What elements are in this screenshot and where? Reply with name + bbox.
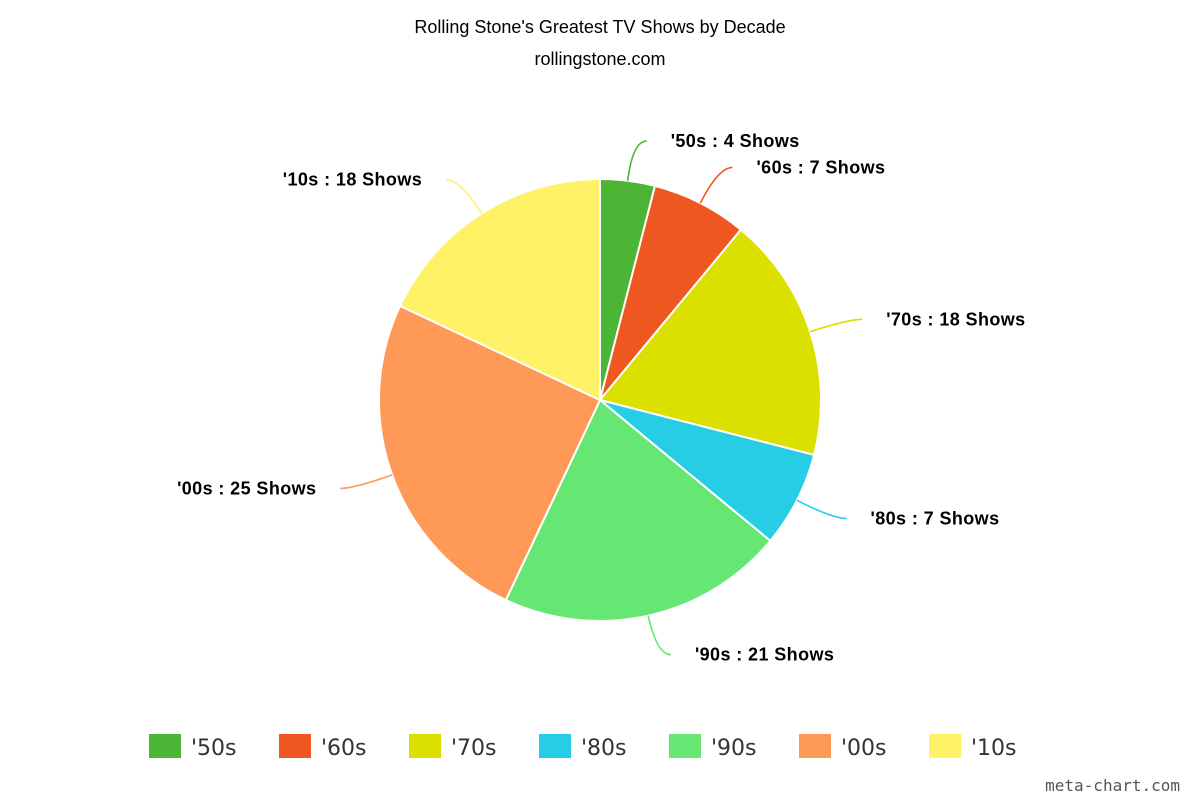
legend-item-50s: '50s: [149, 734, 237, 761]
data-label-10s: '10s : 18 Shows: [283, 170, 422, 190]
pie-slice-70s: [598, 228, 822, 457]
data-label-00s: '00s : 25 Shows: [177, 478, 316, 498]
legend-swatch-60s: [279, 734, 311, 758]
legend-swatch-00s: [799, 734, 831, 758]
pie-slice-10s: [398, 177, 601, 402]
legend-swatch-70s: [409, 734, 441, 758]
data-label-50s: '50s : 4 Shows: [671, 131, 800, 151]
legend-item-90s: '90s: [669, 734, 757, 761]
chart-title: Rolling Stone's Greatest TV Shows by Dec…: [414, 17, 785, 37]
pie-slices: [377, 177, 822, 623]
legend: '50s '60s '70s '80s '90s '00s '10s: [149, 734, 1017, 761]
legend-label-90s: '90s: [711, 736, 757, 761]
data-label-90s: '90s : 21 Shows: [695, 645, 834, 665]
data-label-80s: '80s : 7 Shows: [871, 508, 1000, 528]
legend-label-50s: '50s: [191, 736, 237, 761]
chart-subtitle: rollingstone.com: [534, 49, 665, 69]
legend-item-70s: '70s: [409, 734, 497, 761]
leader-line-00s: [340, 474, 393, 490]
pie-slice-00s: [377, 304, 602, 602]
leader-line-60s: [699, 166, 733, 204]
legend-swatch-80s: [539, 734, 571, 758]
data-labels: '50s : 4 Shows '60s : 7 Shows '70s : 18 Sh…: [177, 131, 1025, 665]
legend-swatch-90s: [669, 734, 701, 758]
legend-item-00s: '00s: [799, 734, 887, 761]
legend-label-10s: '10s: [971, 736, 1017, 761]
legend-label-80s: '80s: [581, 736, 627, 761]
legend-item-10s: '10s: [929, 734, 1017, 761]
legend-item-60s: '60s: [279, 734, 367, 761]
pie-slice-90s: [504, 398, 772, 623]
label-leader-lines: [340, 140, 863, 656]
leader-line-80s: [796, 499, 847, 520]
leader-line-10s: [446, 178, 483, 214]
credit-text: meta-chart.com: [1045, 776, 1180, 795]
leader-line-50s: [626, 140, 647, 181]
legend-swatch-10s: [929, 734, 961, 758]
legend-item-80s: '80s: [539, 734, 627, 761]
legend-label-00s: '00s: [841, 736, 887, 761]
data-label-70s: '70s : 18 Shows: [886, 309, 1025, 329]
legend-swatch-50s: [149, 734, 181, 758]
data-label-60s: '60s : 7 Shows: [756, 157, 885, 177]
leader-line-70s: [809, 318, 863, 333]
legend-label-70s: '70s: [451, 736, 497, 761]
leader-line-90s: [647, 615, 672, 656]
legend-label-60s: '60s: [321, 736, 367, 761]
